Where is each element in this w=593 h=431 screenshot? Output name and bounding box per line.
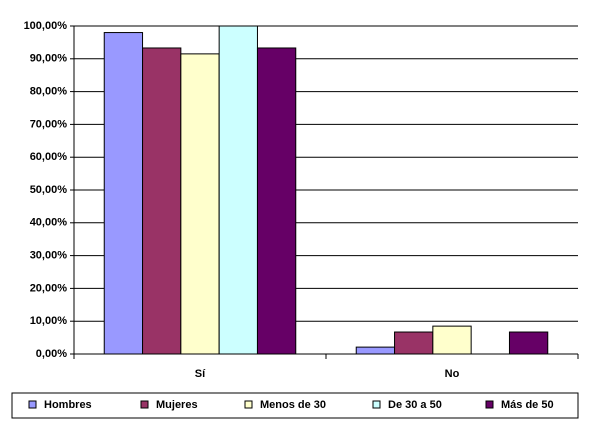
legend-label: Mujeres — [156, 399, 198, 411]
legend-swatch — [140, 400, 149, 409]
y-tick-label: 20,00% — [30, 282, 68, 294]
legend-label: Más de 50 — [501, 399, 554, 411]
y-tick-label: 0,00% — [36, 348, 67, 360]
bar — [256, 47, 297, 355]
legend-swatch — [28, 400, 37, 409]
legend-swatch — [244, 400, 253, 409]
bar — [180, 53, 220, 355]
legend-label: Hombres — [44, 399, 92, 411]
y-tick-label: 30,00% — [30, 250, 68, 262]
bar — [508, 331, 549, 355]
x-tick-label: Sí — [195, 368, 206, 380]
y-tick-label: 90,00% — [30, 53, 68, 65]
y-tick-label: 60,00% — [30, 151, 68, 163]
y-tick-label: 100,00% — [24, 20, 68, 32]
x-tick-label: No — [445, 368, 460, 380]
bar — [142, 47, 182, 355]
legend-label: De 30 a 50 — [388, 399, 442, 411]
y-tick-label: 50,00% — [30, 184, 68, 196]
y-tick-label: 70,00% — [30, 118, 68, 130]
bar — [432, 325, 472, 355]
bar — [218, 25, 258, 355]
y-tick-label: 10,00% — [30, 315, 68, 327]
legend-box — [11, 392, 579, 419]
bar — [394, 331, 434, 355]
y-tick-label: 40,00% — [30, 217, 68, 229]
y-tick-label: 80,00% — [30, 86, 68, 98]
legend-swatch — [372, 400, 381, 409]
bar — [103, 32, 144, 355]
legend-swatch — [485, 400, 494, 409]
bar — [355, 346, 396, 355]
legend-label: Menos de 30 — [260, 399, 326, 411]
